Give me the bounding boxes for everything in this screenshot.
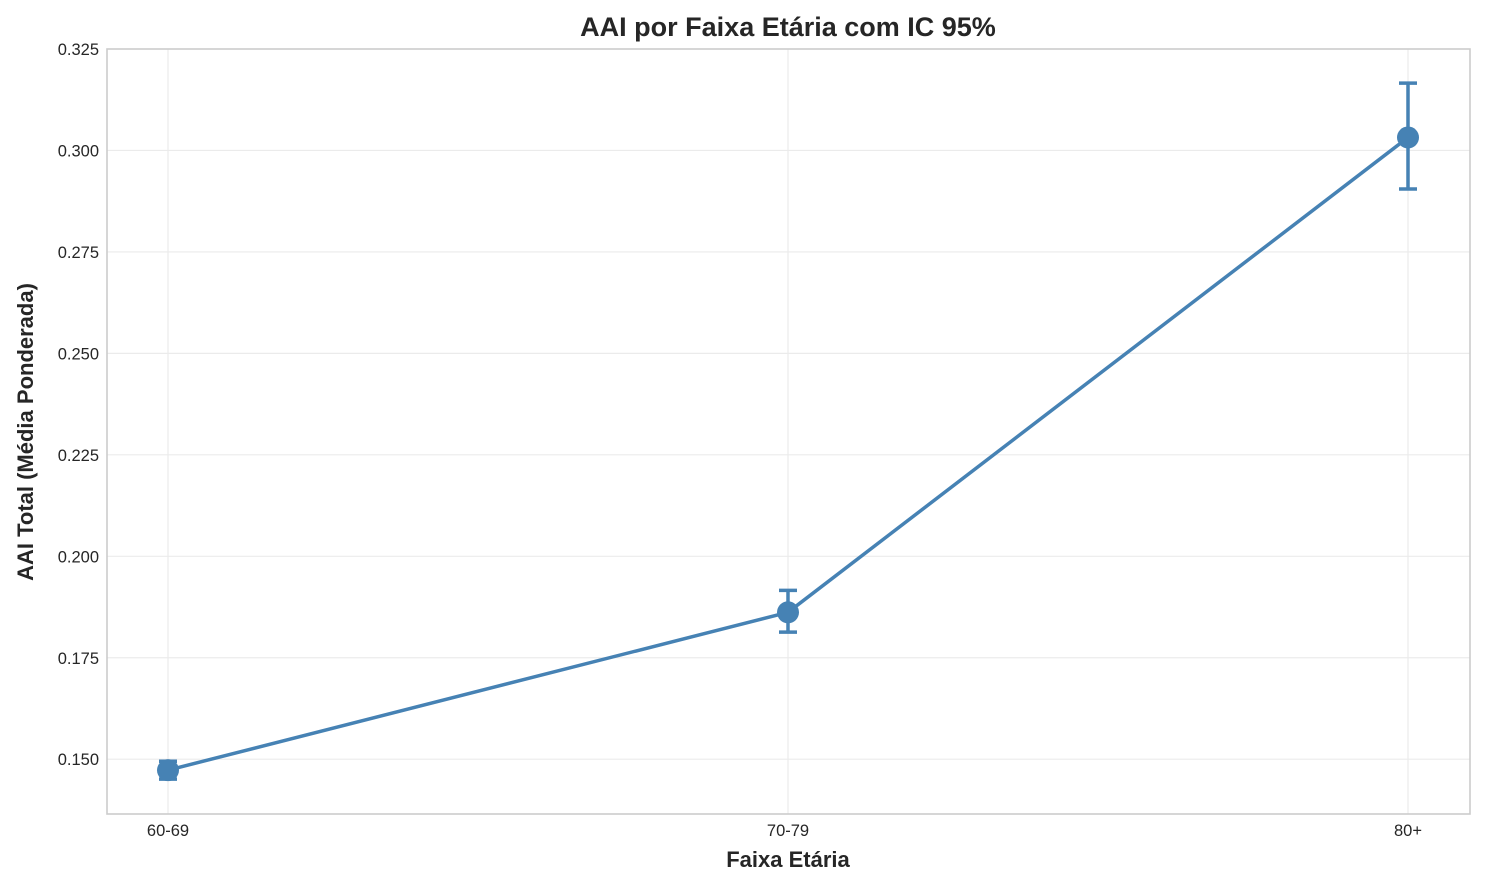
y-tick-label: 0.300 xyxy=(58,142,99,160)
ticks-layer: 0.150 0.175 0.200 0.225 0.250 0.275 0.300 0.325… xyxy=(58,41,1422,840)
y-tick-label: 0.325 xyxy=(58,41,99,59)
y-axis-label: AAI Total (Média Ponderada) xyxy=(13,283,38,581)
plot-frame xyxy=(106,48,1471,815)
x-tick-label: 80+ xyxy=(1394,822,1422,840)
grid-layer xyxy=(107,49,1470,814)
y-tick-label: 0.150 xyxy=(58,751,99,769)
y-tick-label: 0.225 xyxy=(58,447,99,465)
x-tick-label: 70-79 xyxy=(767,822,809,840)
data-point xyxy=(157,759,179,782)
data-point xyxy=(777,601,799,624)
x-tick-label: 60-69 xyxy=(147,822,189,840)
series-layer xyxy=(157,81,1419,782)
y-tick-label: 0.275 xyxy=(58,244,99,262)
data-point xyxy=(1397,126,1419,149)
chart-title: AAI por Faixa Etária com IC 95% xyxy=(580,12,996,42)
x-axis-label: Faixa Etária xyxy=(726,847,850,872)
y-tick-label: 0.175 xyxy=(58,650,99,668)
y-tick-label: 0.250 xyxy=(58,345,99,363)
y-tick-label: 0.200 xyxy=(58,548,99,566)
